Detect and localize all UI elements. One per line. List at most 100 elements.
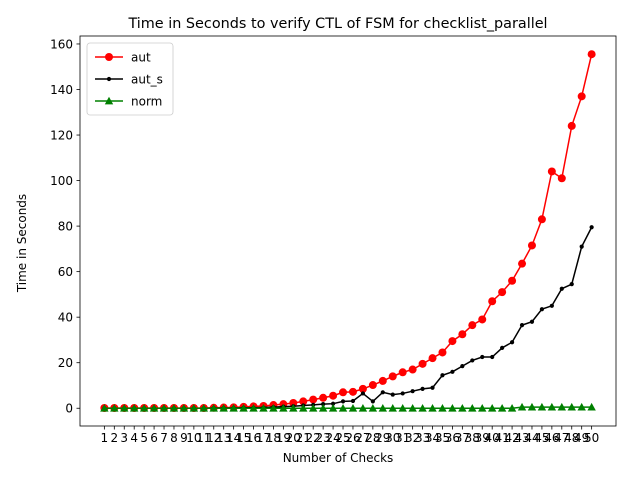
data-point-aut_s [330, 401, 336, 406]
x-tick-label: 43 [514, 431, 529, 445]
x-tick-label: 23 [315, 431, 330, 445]
data-point-aut_s [420, 386, 425, 391]
plot-area: 1 2 3 4 5 6 7 8 91011121314151617181920212223242… [50, 35, 617, 445]
x-tick-label: 3 [120, 431, 128, 445]
data-point-norm [348, 404, 358, 412]
data-point-aut_s [569, 282, 574, 287]
data-point-norm [448, 404, 457, 412]
data-point-norm [139, 404, 149, 412]
y-tick-label: 80 [58, 219, 73, 233]
x-tick-label: 1 [101, 431, 109, 445]
data-point-norm [587, 402, 596, 411]
y-tick-label: 20 [58, 356, 73, 370]
legend-label: norm [131, 94, 162, 108]
data-point-aut_s [529, 319, 535, 324]
data-point-aut_s [370, 399, 375, 404]
x-tick-label: 37 [455, 431, 470, 445]
data-point-norm [428, 404, 437, 412]
data-point-aut_s [380, 390, 385, 395]
data-point-norm [269, 404, 278, 412]
data-point-aut_s [410, 389, 415, 394]
data-point-aut [408, 365, 417, 374]
series-aut [100, 50, 596, 413]
data-point-norm [378, 404, 388, 412]
data-point-norm [388, 404, 397, 412]
legend-label: aut_s [131, 72, 163, 86]
data-point-norm [557, 402, 567, 411]
x-tick-label: 2 [110, 431, 118, 445]
data-point-aut [468, 321, 477, 330]
data-point-norm [527, 402, 537, 411]
data-point-aut [358, 384, 367, 393]
data-point-aut [478, 315, 487, 324]
data-point-norm [299, 404, 308, 412]
data-point-norm [507, 404, 517, 412]
x-tick-label: 45 [534, 431, 549, 445]
data-point-norm [279, 404, 288, 412]
x-tick-label: 44 [524, 431, 539, 445]
y-tick-label: 0 [65, 402, 73, 416]
legend-marker [104, 96, 114, 105]
x-axis-label: Number of Checks [283, 451, 394, 465]
data-point-aut [567, 121, 576, 130]
data-point-aut [577, 92, 586, 101]
data-point-norm [577, 402, 586, 411]
data-point-aut_s [509, 340, 515, 345]
data-point-aut_s [500, 345, 505, 351]
data-point-aut_s [360, 391, 366, 396]
data-point-aut [448, 337, 457, 346]
x-tick-label: 24 [325, 431, 340, 445]
data-point-norm [547, 402, 557, 411]
x-tick-label: 15 [236, 431, 251, 445]
data-point-norm [129, 404, 139, 412]
x-tick-label: 20 [286, 431, 301, 445]
data-point-norm [318, 404, 328, 412]
data-point-aut_s [450, 369, 455, 374]
data-point-norm [408, 404, 417, 412]
data-point-aut [348, 387, 357, 396]
data-point-aut [547, 167, 556, 176]
x-tick-label: 29 [375, 431, 390, 445]
series-norm [100, 402, 596, 412]
data-point-aut_s [490, 354, 495, 360]
y-tick-label: 60 [58, 265, 73, 279]
x-tick-label: 26 [345, 431, 360, 445]
legend-marker [105, 53, 113, 61]
y-tick-label: 100 [50, 174, 73, 188]
data-point-norm [398, 404, 407, 412]
x-tick-label: 22 [306, 431, 321, 445]
x-tick-label: 40 [485, 431, 500, 445]
data-point-norm [487, 404, 497, 412]
legend-label: aut [131, 50, 151, 64]
data-point-norm [418, 404, 427, 412]
x-tick-label: 16 [246, 431, 261, 445]
data-point-aut [488, 297, 497, 306]
data-point-norm [189, 404, 199, 412]
x-tick-label: 33 [415, 431, 430, 445]
data-point-aut [299, 397, 308, 406]
data-point-norm [368, 404, 378, 412]
data-point-aut_s [400, 391, 405, 396]
series-line-aut [104, 54, 593, 409]
x-tick-label: 35 [435, 431, 450, 445]
x-tick-label: 27 [355, 431, 370, 445]
data-point-aut [289, 399, 298, 408]
x-tick-label: 18 [266, 431, 281, 445]
data-point-norm [259, 404, 268, 412]
x-tick-label: 9 [180, 431, 188, 445]
y-tick-label: 120 [50, 128, 73, 142]
data-point-aut_s [519, 323, 525, 328]
data-point-norm [209, 404, 218, 412]
x-tick-label: 49 [574, 431, 589, 445]
x-tick-label: 5 [140, 431, 148, 445]
x-tick-label: 11 [196, 431, 211, 445]
y-tick-label: 160 [50, 37, 73, 51]
data-point-norm [229, 404, 238, 412]
x-tick-label: 48 [564, 431, 579, 445]
y-tick-label: 140 [50, 83, 73, 97]
data-point-aut [378, 376, 387, 385]
data-point-norm [110, 404, 119, 412]
x-tick-label: 28 [365, 431, 380, 445]
data-point-aut_s [460, 364, 465, 369]
